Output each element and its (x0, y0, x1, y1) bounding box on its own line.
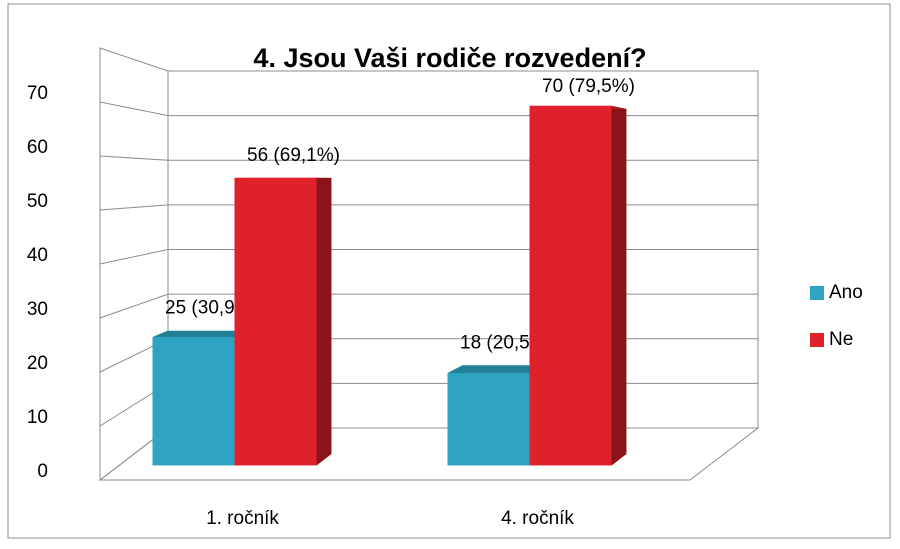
bar-side (317, 178, 332, 466)
data-label: 70 (79,5%) (542, 76, 635, 97)
chart-title: 4. Jsou Vaši rodiče rozvedení? (253, 43, 646, 73)
y-tick-label: 10 (27, 407, 48, 428)
bar (235, 178, 317, 466)
bar-side (612, 106, 627, 466)
data-label: 56 (69,1%) (247, 145, 340, 166)
bar (153, 337, 235, 465)
y-tick-label: 20 (27, 353, 48, 374)
bar (448, 373, 530, 465)
x-tick-label: 4. ročník (501, 508, 574, 529)
x-tick-label: 1. ročník (206, 508, 279, 529)
legend-label: Ne (829, 329, 853, 350)
y-tick-label: 70 (27, 83, 48, 104)
y-tick-label: 60 (27, 137, 48, 158)
y-tick-label: 30 (27, 299, 48, 320)
legend-swatch (810, 333, 824, 347)
bar (530, 106, 612, 466)
y-tick-label: 40 (27, 245, 48, 266)
legend-swatch (810, 286, 824, 300)
y-tick-label: 0 (37, 461, 48, 482)
legend-label: Ano (829, 282, 863, 303)
y-tick-label: 50 (27, 191, 48, 212)
